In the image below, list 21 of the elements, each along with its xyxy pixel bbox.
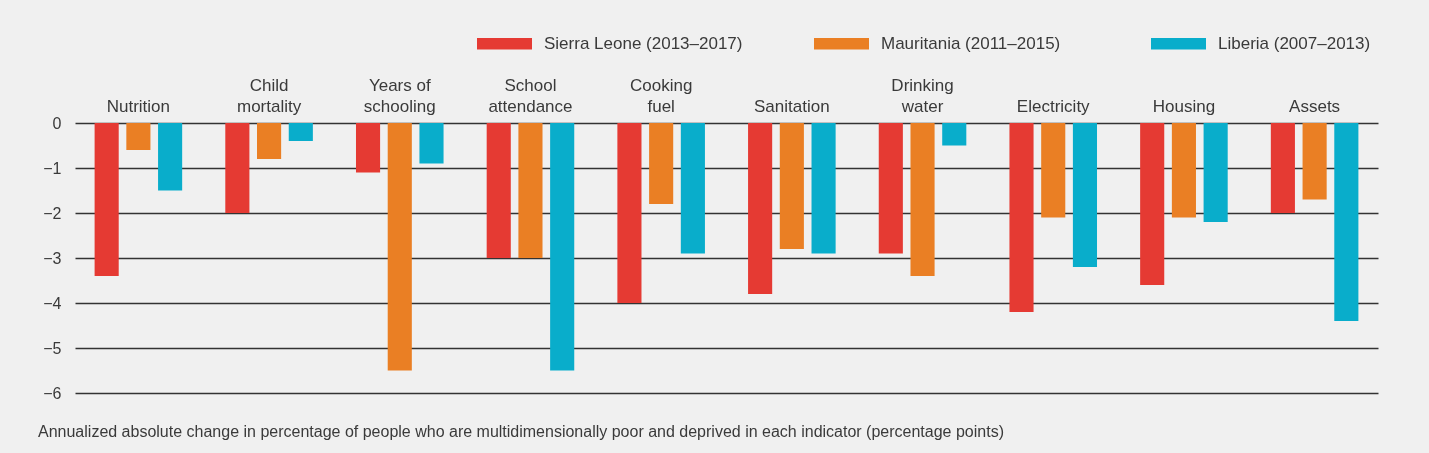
x-tick-label: Years of schooling (363, 75, 436, 116)
x-tick-label: Drinking water (891, 75, 954, 116)
x-tick-label: Sanitation (754, 96, 830, 116)
legend-label: Sierra Leone (2013–2017) (544, 33, 743, 53)
text: Annualized absolute change in percentage of people who are multidimensionally poor and deprived in each indicator (percentage points) (38, 423, 1004, 440)
x-tick-label: Assets (1289, 96, 1341, 116)
y-tick-label: −3 (43, 249, 62, 267)
y-tick-label: −4 (43, 294, 62, 312)
x-tick-label: Child mortality (236, 75, 302, 116)
x-tick-label: Nutrition (106, 96, 171, 116)
legend-label: Liberia (2007–2013) (1218, 33, 1371, 53)
y-tick-label: −1 (43, 159, 62, 177)
x-tick-label: School attendance (488, 75, 573, 116)
x-tick-label: Housing (1152, 96, 1216, 116)
x-tick-label: Electricity (1016, 96, 1091, 116)
y-tick-label: −2 (43, 204, 62, 222)
y-tick-label: 0 (52, 114, 62, 132)
y-tick-label: −5 (43, 339, 62, 357)
legend-label: Mauritania (2011–2015) (881, 33, 1061, 53)
y-tick-label: −6 (43, 384, 62, 402)
x-tick-label: Cooking fuel (629, 75, 693, 116)
